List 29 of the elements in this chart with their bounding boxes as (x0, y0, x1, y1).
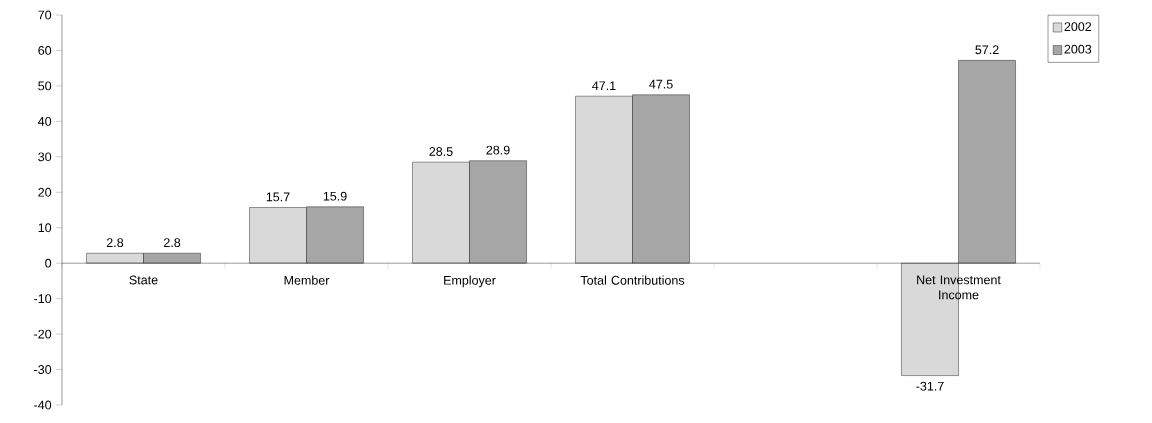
data-label: 28.5 (429, 147, 453, 156)
data-label: 2.8 (163, 238, 181, 248)
data-label: -31.7 (916, 381, 944, 391)
data-label: 47.5 (649, 79, 673, 89)
data-label: 15.7 (266, 192, 290, 202)
y-tick-label: -40 (34, 400, 52, 410)
y-tick-label: 70 (38, 10, 52, 20)
data-label: 28.9 (486, 145, 510, 155)
y-tick-label: -30 (34, 365, 52, 374)
y-tick-label: -10 (34, 294, 52, 304)
y-tick-label: 40 (38, 116, 52, 126)
y-tick-label: 50 (38, 81, 52, 91)
legend-label: 2003 (1064, 44, 1092, 54)
y-tick-label: 10 (38, 223, 52, 233)
data-label: 2.8 (106, 238, 124, 248)
data-label: 57.2 (975, 45, 999, 55)
x-tick-label: Employer (444, 275, 496, 288)
data-label: 47.1 (592, 81, 616, 90)
x-tick-label: Member (284, 275, 330, 285)
y-tick-label: 60 (38, 46, 52, 55)
legend-label: 2002 (1064, 22, 1092, 32)
y-tick-label: 30 (38, 152, 52, 162)
y-tick-label: 20 (38, 187, 52, 197)
data-label: 15.9 (323, 191, 347, 201)
x-tick-label: Total Contributions (580, 275, 685, 285)
x-tick-label: Net Investment Income (917, 275, 1001, 300)
x-tick-label: State (129, 275, 158, 285)
y-tick-label: -20 (34, 329, 52, 339)
y-tick-label: 0 (45, 258, 52, 268)
